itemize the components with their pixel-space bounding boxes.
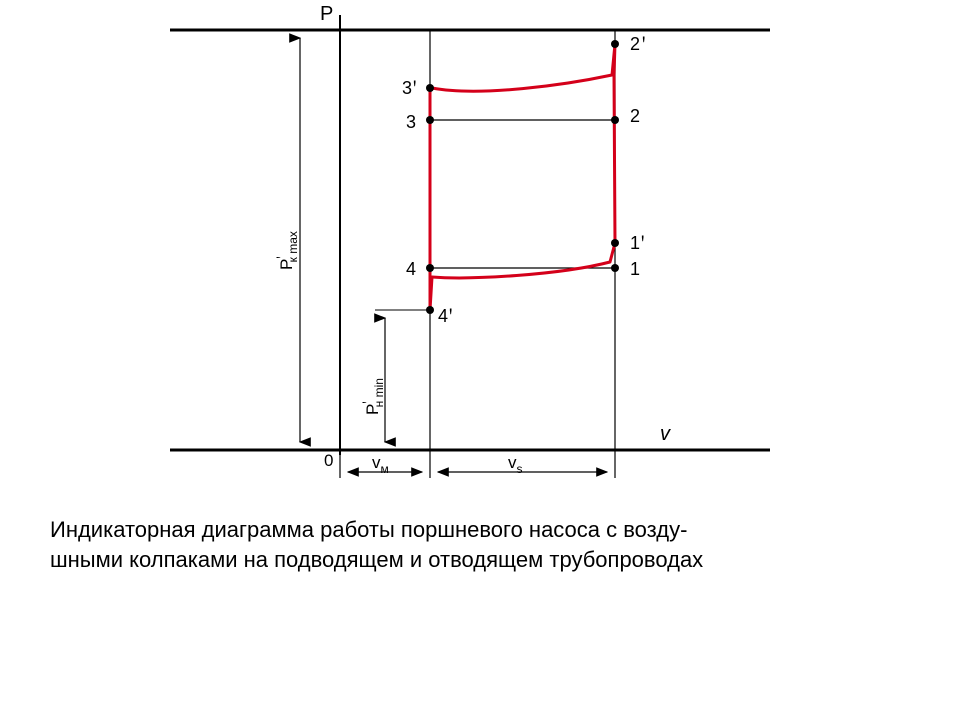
dim-ph-min: Pꞌн min [360, 310, 430, 442]
point-labels: 1 1ꞌ 2 2ꞌ 3 3ꞌ 4 4ꞌ [402, 34, 645, 326]
diagram-caption: Индикаторная диаграмма работы поршневого… [50, 515, 920, 574]
lbl-3: 3 [406, 112, 416, 132]
lbl-4p-b: ꞌ [449, 306, 452, 326]
lbl-4p-a: 4 [438, 306, 448, 326]
dim-pk-max: Pꞌк max [274, 38, 300, 442]
pt-3p [426, 84, 434, 92]
axis-label-v: v [660, 423, 671, 445]
caption-line1: Индикаторная диаграмма работы поршневого… [50, 517, 687, 542]
pt-1 [611, 264, 619, 272]
real-cycle-curve [430, 44, 615, 310]
lbl-3p-a: 3 [402, 78, 412, 98]
lbl-1: 1 [630, 259, 640, 279]
svg-text:3ꞌ: 3ꞌ [402, 78, 416, 98]
caption-line2: шными колпаками на подводящем и отводяще… [50, 547, 703, 572]
svg-text:Pꞌк max: Pꞌк max [274, 231, 300, 270]
axis-label-p: P [320, 3, 333, 25]
lbl-4: 4 [406, 259, 416, 279]
dim-pk-label-sub: к max [286, 231, 300, 262]
pt-2p [611, 40, 619, 48]
lbl-3p-b: ꞌ [413, 78, 416, 98]
lbl-2p-a: 2 [630, 34, 640, 54]
dim-vm-label-sub: м [381, 462, 389, 476]
pt-4 [426, 264, 434, 272]
pt-1p [611, 239, 619, 247]
dim-vs-label-sub: s [517, 462, 523, 476]
pt-2 [611, 116, 619, 124]
cycle-points [426, 40, 619, 314]
dim-vs: vs [438, 453, 607, 476]
origin-label: 0 [324, 451, 333, 470]
lbl-1p-b: ꞌ [641, 233, 644, 253]
pt-4p [426, 306, 434, 314]
lbl-2: 2 [630, 106, 640, 126]
pt-3 [426, 116, 434, 124]
dim-ph-label-sub: н min [372, 378, 386, 407]
svg-text:4ꞌ: 4ꞌ [438, 306, 452, 326]
svg-text:Pꞌн min: Pꞌн min [360, 378, 386, 415]
lbl-1p-a: 1 [630, 233, 640, 253]
svg-text:1ꞌ: 1ꞌ [630, 233, 644, 253]
svg-text:2ꞌ: 2ꞌ [630, 34, 645, 54]
indicator-diagram: Pꞌк max Pꞌн min vм vs 1 [0, 0, 960, 500]
lbl-2p-b: ꞌ [642, 34, 645, 54]
dim-vm: vм [348, 453, 422, 476]
